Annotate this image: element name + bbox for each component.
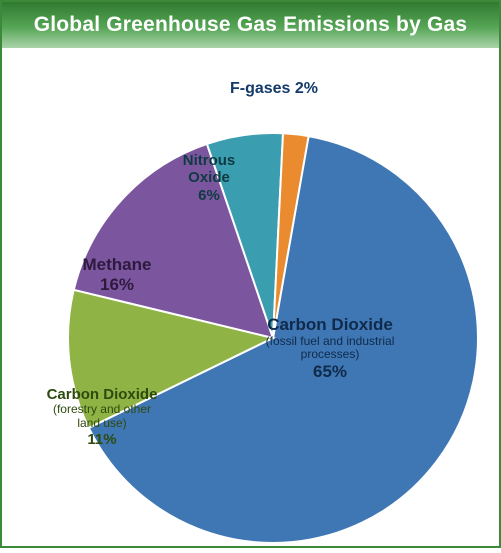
label-pct: 16%: [57, 275, 177, 295]
title-bar: Global Greenhouse Gas Emissions by Gas: [2, 2, 499, 48]
label-title: F-gases 2%: [204, 80, 344, 98]
label-title: Methane: [57, 255, 177, 275]
label-title: NitrousOxide: [164, 152, 254, 187]
chart-title: Global Greenhouse Gas Emissions by Gas: [34, 13, 468, 37]
label-methane: Methane16%: [57, 255, 177, 294]
label-sub: (forestry and otherland use): [22, 403, 182, 431]
label-title: Carbon Dioxide: [22, 386, 182, 403]
label-nitrous: NitrousOxide6%: [164, 152, 254, 204]
pie-chart: [2, 50, 499, 548]
label-pct: 65%: [240, 362, 420, 382]
label-fgases: F-gases 2%: [204, 80, 344, 98]
label-co2_forestry: Carbon Dioxide(forestry and otherland us…: [22, 386, 182, 448]
label-pct: 11%: [22, 431, 182, 448]
label-pct: 6%: [164, 187, 254, 204]
chart-area: Carbon Dioxide(fossil fuel and industria…: [2, 50, 499, 548]
chart-frame: Global Greenhouse Gas Emissions by Gas C…: [0, 0, 501, 548]
label-sub: (fossil fuel and industrialprocesses): [240, 335, 420, 363]
label-co2_fossil: Carbon Dioxide(fossil fuel and industria…: [240, 315, 420, 382]
label-title: Carbon Dioxide: [240, 315, 420, 335]
